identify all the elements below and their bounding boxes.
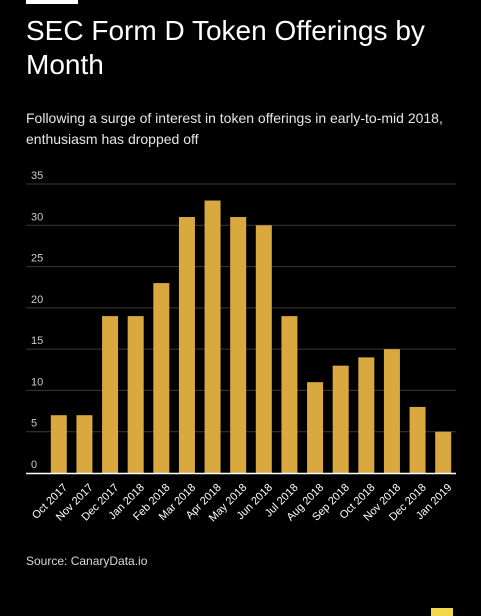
bars [50, 200, 452, 473]
bar-oct-2018 [358, 357, 375, 473]
y-tick-label: 25 [31, 253, 43, 265]
bar-aug-2018 [307, 382, 324, 473]
bar-jun-2018 [255, 225, 272, 473]
bar-jan-2018 [127, 316, 144, 473]
bar-apr-2018 [204, 200, 221, 473]
bar-nov-2018 [383, 349, 400, 473]
bar-dec-2018 [409, 406, 426, 473]
y-tick-label: 15 [31, 335, 43, 347]
bar-nov-2017 [76, 415, 93, 473]
bar-mar-2018 [178, 217, 195, 473]
bar-jul-2018 [281, 316, 298, 473]
top-accent-bar [26, 0, 78, 4]
y-tick-label: 20 [31, 294, 43, 306]
chart-title: SEC Form D Token Offerings by Month [26, 15, 425, 80]
chart-subtitle: Following a surge of interest in token o… [26, 110, 443, 147]
bar-jan-2019 [435, 431, 452, 473]
bar-may-2018 [230, 217, 247, 473]
bar-dec-2017 [102, 316, 119, 473]
y-tick-label: 30 [31, 211, 43, 223]
y-tick-label: 0 [31, 459, 37, 471]
y-tick-label: 5 [31, 418, 37, 430]
y-tick-label: 35 [31, 170, 43, 182]
bar-feb-2018 [153, 283, 170, 473]
source-note: Source: CanaryData.io [26, 554, 148, 568]
brand-logo-mark [431, 608, 453, 616]
bar-sep-2018 [332, 365, 349, 473]
y-tick-label: 10 [31, 376, 43, 388]
bar-oct-2017 [50, 415, 67, 473]
y-tick-labels: 0 5 10 15 20 25 30 35 [31, 170, 43, 471]
